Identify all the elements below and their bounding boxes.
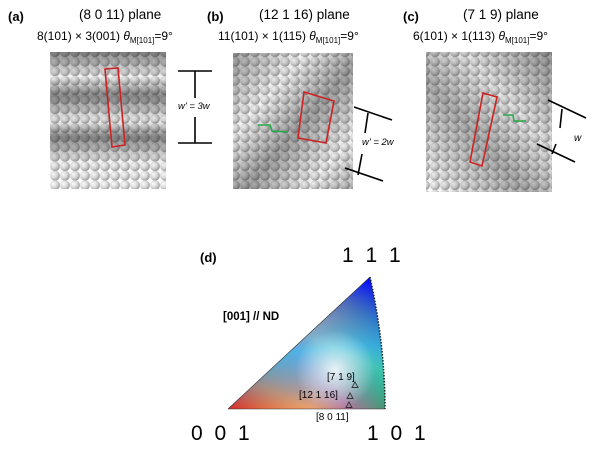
width-bracket-a xyxy=(178,70,212,144)
panel-b-width-label: w' = 2w xyxy=(362,137,394,148)
panel-a-width-label: w' = 3w xyxy=(178,101,210,112)
panel-a-letter: (a) xyxy=(8,9,24,24)
marker-719 xyxy=(351,381,359,388)
panel-c-width-label: w xyxy=(574,133,582,144)
step-marker-c xyxy=(503,114,526,122)
unit-cell-outline-b xyxy=(297,90,335,144)
panel-b-title: (12 1 16) plane xyxy=(259,7,350,22)
marker-8-0-11 xyxy=(345,401,353,408)
panel-a-title: (8 0 11) plane xyxy=(79,7,162,22)
panel-b-equation: 11(101) × 1(115) θM[101]=9° xyxy=(218,29,359,45)
lattice-b xyxy=(233,53,353,189)
unit-cell-outline-c xyxy=(469,91,498,168)
panel-c-letter: (c) xyxy=(403,9,419,24)
panel-c-title: (7 1 9) plane xyxy=(463,7,539,22)
triangle-left-edge xyxy=(227,276,371,410)
unit-cell-outline-a xyxy=(104,67,126,148)
point-label-12-1-16: [12 1 16] xyxy=(299,390,338,401)
point-label-8-0-11: [8 0 11] xyxy=(316,412,349,423)
triangle-arc-edge xyxy=(369,276,386,410)
lattice-a xyxy=(50,52,166,189)
width-bracket-b xyxy=(344,106,393,182)
panel-d-letter: (d) xyxy=(200,250,217,265)
corner-label-001: 0 0 1 xyxy=(191,422,253,445)
panel-a-equation: 8(101) × 3(001) θM[101]=9° xyxy=(37,29,173,45)
width-bracket-c xyxy=(536,99,587,163)
corner-label-101: 1 0 1 xyxy=(367,422,429,445)
nd-label: [001] // ND xyxy=(223,311,280,323)
marker-12-1-16 xyxy=(346,392,354,399)
step-marker-b xyxy=(258,124,289,133)
panel-c-equation: 6(101) × 1(113) θM[101]=9° xyxy=(413,29,548,45)
lattice-c xyxy=(426,52,552,192)
corner-label-111: 1 1 1 xyxy=(342,244,404,267)
panel-b-letter: (b) xyxy=(207,9,224,24)
point-label-719: [7 1 9] xyxy=(327,372,355,383)
